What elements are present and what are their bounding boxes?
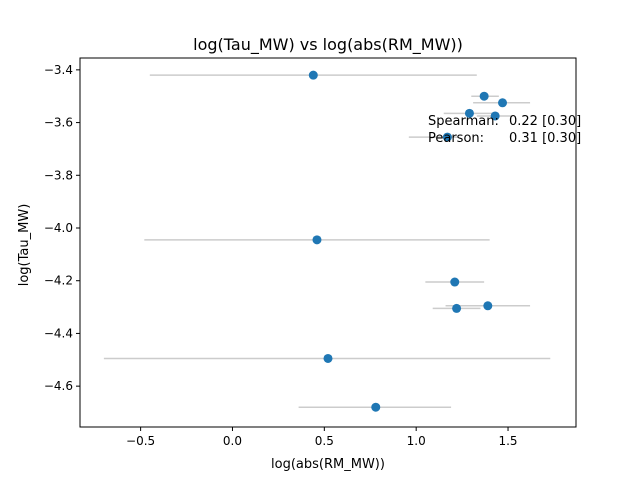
point-group bbox=[308, 70, 508, 412]
y-tick-label-0: −4.6 bbox=[44, 379, 73, 393]
y-tick-label-6: −3.4 bbox=[44, 63, 73, 77]
y-tick-label-2: −4.2 bbox=[44, 274, 73, 288]
data-point-5 bbox=[442, 132, 452, 142]
y-tick-label-4: −3.8 bbox=[44, 168, 73, 182]
data-point-11 bbox=[371, 402, 381, 412]
data-point-7 bbox=[450, 277, 460, 287]
y-axis: −4.6 −4.4 −4.2 −4.0 −3.8 −3.6 −3.4 bbox=[44, 63, 80, 393]
data-point-4 bbox=[490, 111, 500, 121]
pearson-value: 0.31 [0.30] bbox=[509, 131, 581, 146]
correlation-annotation: Spearman: 0.22 [0.30] Pearson: 0.31 [0.3… bbox=[428, 114, 581, 146]
spearman-value: 0.22 [0.30] bbox=[509, 114, 581, 129]
x-tick-label-2: 0.5 bbox=[315, 434, 334, 448]
x-axis-label: log(abs(RM_MW)) bbox=[271, 457, 385, 472]
x-tick-label-4: 1.5 bbox=[498, 434, 517, 448]
y-tick-label-1: −4.4 bbox=[44, 326, 73, 340]
y-tick-label-3: −4.0 bbox=[44, 221, 73, 235]
data-point-8 bbox=[483, 301, 493, 311]
data-point-2 bbox=[498, 98, 508, 108]
data-point-9 bbox=[452, 303, 462, 313]
data-point-1 bbox=[479, 91, 489, 101]
spearman-label: Spearman: bbox=[428, 114, 499, 129]
data-point-6 bbox=[312, 235, 322, 245]
plot-frame bbox=[79, 57, 577, 428]
x-tick-label-0: −0.5 bbox=[126, 434, 155, 448]
y-tick-label-5: −3.6 bbox=[44, 116, 73, 130]
x-tick-label-1: 0.0 bbox=[223, 434, 242, 448]
pearson-label: Pearson: bbox=[428, 131, 484, 146]
chart-title: log(Tau_MW) vs log(abs(RM_MW)) bbox=[193, 35, 463, 55]
data-point-0 bbox=[308, 70, 318, 80]
data-point-10 bbox=[323, 353, 333, 363]
data-point-3 bbox=[464, 108, 474, 118]
x-axis: −0.5 0.0 0.5 1.0 1.5 bbox=[126, 427, 518, 448]
y-axis-label: log(Tau_MW) bbox=[17, 204, 32, 287]
x-tick-label-3: 1.0 bbox=[407, 434, 426, 448]
